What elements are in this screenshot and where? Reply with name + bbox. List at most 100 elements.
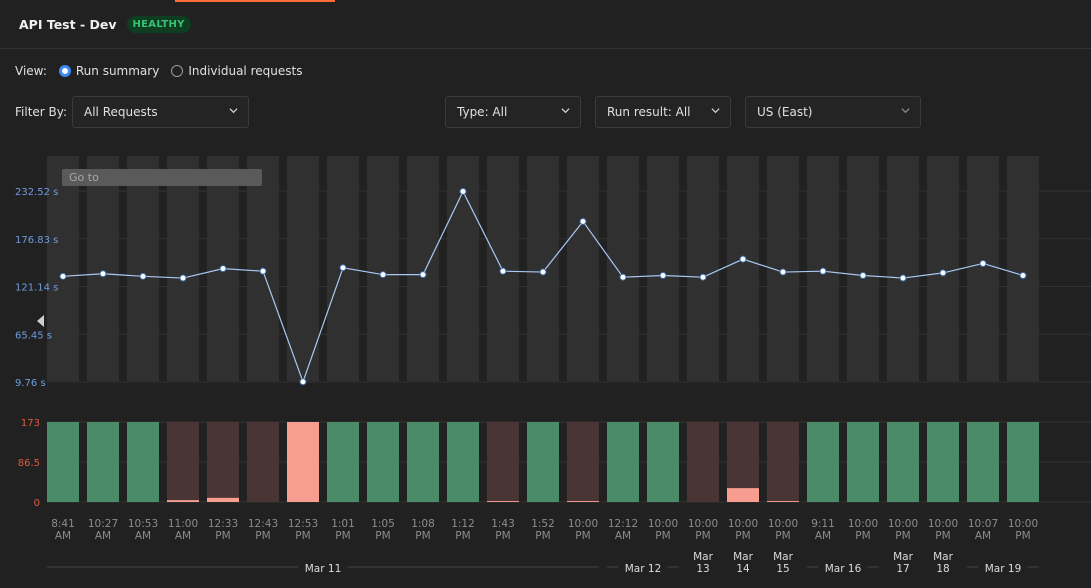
x-time-label: 1:12: [451, 518, 475, 530]
failed-request-bar: [567, 501, 599, 502]
run-column: [967, 156, 999, 381]
x-period-label: PM: [415, 530, 430, 542]
request-bar: [407, 422, 439, 502]
x-time-label: 12:12: [608, 518, 638, 530]
request-bar: [967, 422, 999, 502]
run-column: [527, 156, 559, 381]
run-column: [647, 156, 679, 381]
failed-request-bar: [287, 422, 319, 502]
data-point: [1019, 271, 1027, 279]
x-time-label: 10:00: [648, 518, 678, 530]
run-column: [887, 156, 919, 381]
request-bar: [1007, 422, 1039, 502]
monitor-header: API Test - Dev HEALTHY: [0, 0, 1091, 49]
individual-requests-radio[interactable]: Individual requests: [171, 64, 302, 78]
x-period-label: PM: [695, 530, 710, 542]
x-period-label: AM: [95, 530, 111, 542]
x-period-label: PM: [735, 530, 750, 542]
request-bar: [647, 422, 679, 502]
y-tick-label: 121.14 s: [15, 283, 58, 294]
view-toggle: View: Run summary Individual requests: [15, 64, 302, 78]
x-period-label: AM: [175, 530, 191, 542]
type-filter-value: Type: All: [457, 105, 508, 119]
scroll-left-icon[interactable]: [37, 315, 44, 327]
date-label: Mar 11: [305, 563, 342, 575]
run-result-filter-value: Run result: All: [607, 105, 691, 119]
type-filter-dropdown[interactable]: Type: All: [445, 96, 581, 128]
page-title: API Test - Dev: [19, 16, 117, 32]
region-filter-dropdown[interactable]: US (East): [745, 96, 921, 128]
request-bar: [927, 422, 959, 502]
data-point: [739, 255, 747, 263]
request-bar: [247, 422, 279, 502]
x-period-label: PM: [375, 530, 390, 542]
run-summary-radio[interactable]: Run summary: [58, 64, 160, 78]
data-point: [779, 268, 787, 276]
request-bar: [167, 422, 199, 502]
requests-filter-dropdown[interactable]: All Requests: [72, 96, 249, 128]
x-time-label: 12:53: [288, 518, 318, 530]
date-label: Mar: [733, 551, 753, 563]
x-period-label: PM: [1015, 530, 1030, 542]
request-bar: [367, 422, 399, 502]
x-period-label: AM: [615, 530, 631, 542]
x-period-label: PM: [655, 530, 670, 542]
data-point: [659, 271, 667, 279]
date-label: Mar 16: [825, 563, 862, 575]
x-time-label: 10:00: [728, 518, 758, 530]
y-tick-label: 65.45 s: [15, 330, 52, 341]
date-label: 18: [936, 563, 949, 575]
x-time-label: 10:27: [88, 518, 118, 530]
date-label: Mar: [693, 551, 713, 563]
data-point: [419, 271, 427, 279]
x-period-label: AM: [55, 530, 71, 542]
y-tick-label: 176.83 s: [15, 235, 58, 246]
radio-selected-icon[interactable]: [58, 65, 71, 77]
request-bar: [327, 422, 359, 502]
data-point: [59, 272, 67, 280]
status-badge: HEALTHY: [126, 15, 191, 33]
x-time-label: 12:43: [248, 518, 278, 530]
run-result-filter-dropdown[interactable]: Run result: All: [595, 96, 731, 128]
chevron-down-icon: [711, 106, 720, 114]
chevron-down-icon: [561, 106, 570, 114]
radio-empty-icon[interactable]: [171, 65, 184, 77]
data-point: [339, 264, 347, 272]
failed-request-bar: [767, 501, 799, 502]
run-column: [727, 156, 759, 381]
data-point: [539, 268, 547, 276]
x-time-label: 8:41: [51, 518, 75, 530]
request-bar: [47, 422, 79, 502]
data-point: [819, 267, 827, 275]
x-period-label: PM: [575, 530, 590, 542]
x-period-label: PM: [335, 530, 350, 542]
failed-request-bar: [207, 497, 239, 502]
run-column: [287, 156, 319, 381]
x-time-label: 10:07: [968, 518, 998, 530]
run-column: [567, 156, 599, 381]
run-column: [47, 156, 79, 381]
x-time-label: 10:00: [768, 518, 798, 530]
run-column: [167, 156, 199, 381]
chevron-down-icon: [901, 106, 910, 114]
x-time-label: 1:05: [371, 518, 395, 530]
x-time-label: 10:00: [568, 518, 598, 530]
y-tick-label: 86.5: [18, 458, 40, 469]
request-bar: [847, 422, 879, 502]
request-bar: [447, 422, 479, 502]
data-point: [939, 269, 947, 277]
data-point: [699, 273, 707, 281]
data-point: [299, 378, 307, 386]
failed-request-bar: [727, 488, 759, 502]
run-summary-label: Run summary: [75, 64, 160, 78]
x-time-label: 10:53: [128, 518, 158, 530]
data-point: [219, 265, 227, 273]
date-label: 14: [736, 563, 750, 575]
go-to-input[interactable]: Go to: [62, 169, 262, 186]
x-time-label: 1:43: [491, 518, 515, 530]
data-point: [99, 270, 107, 278]
x-time-label: 1:08: [411, 518, 435, 530]
x-period-label: PM: [775, 530, 790, 542]
x-period-label: PM: [495, 530, 510, 542]
request-bar: [607, 422, 639, 502]
